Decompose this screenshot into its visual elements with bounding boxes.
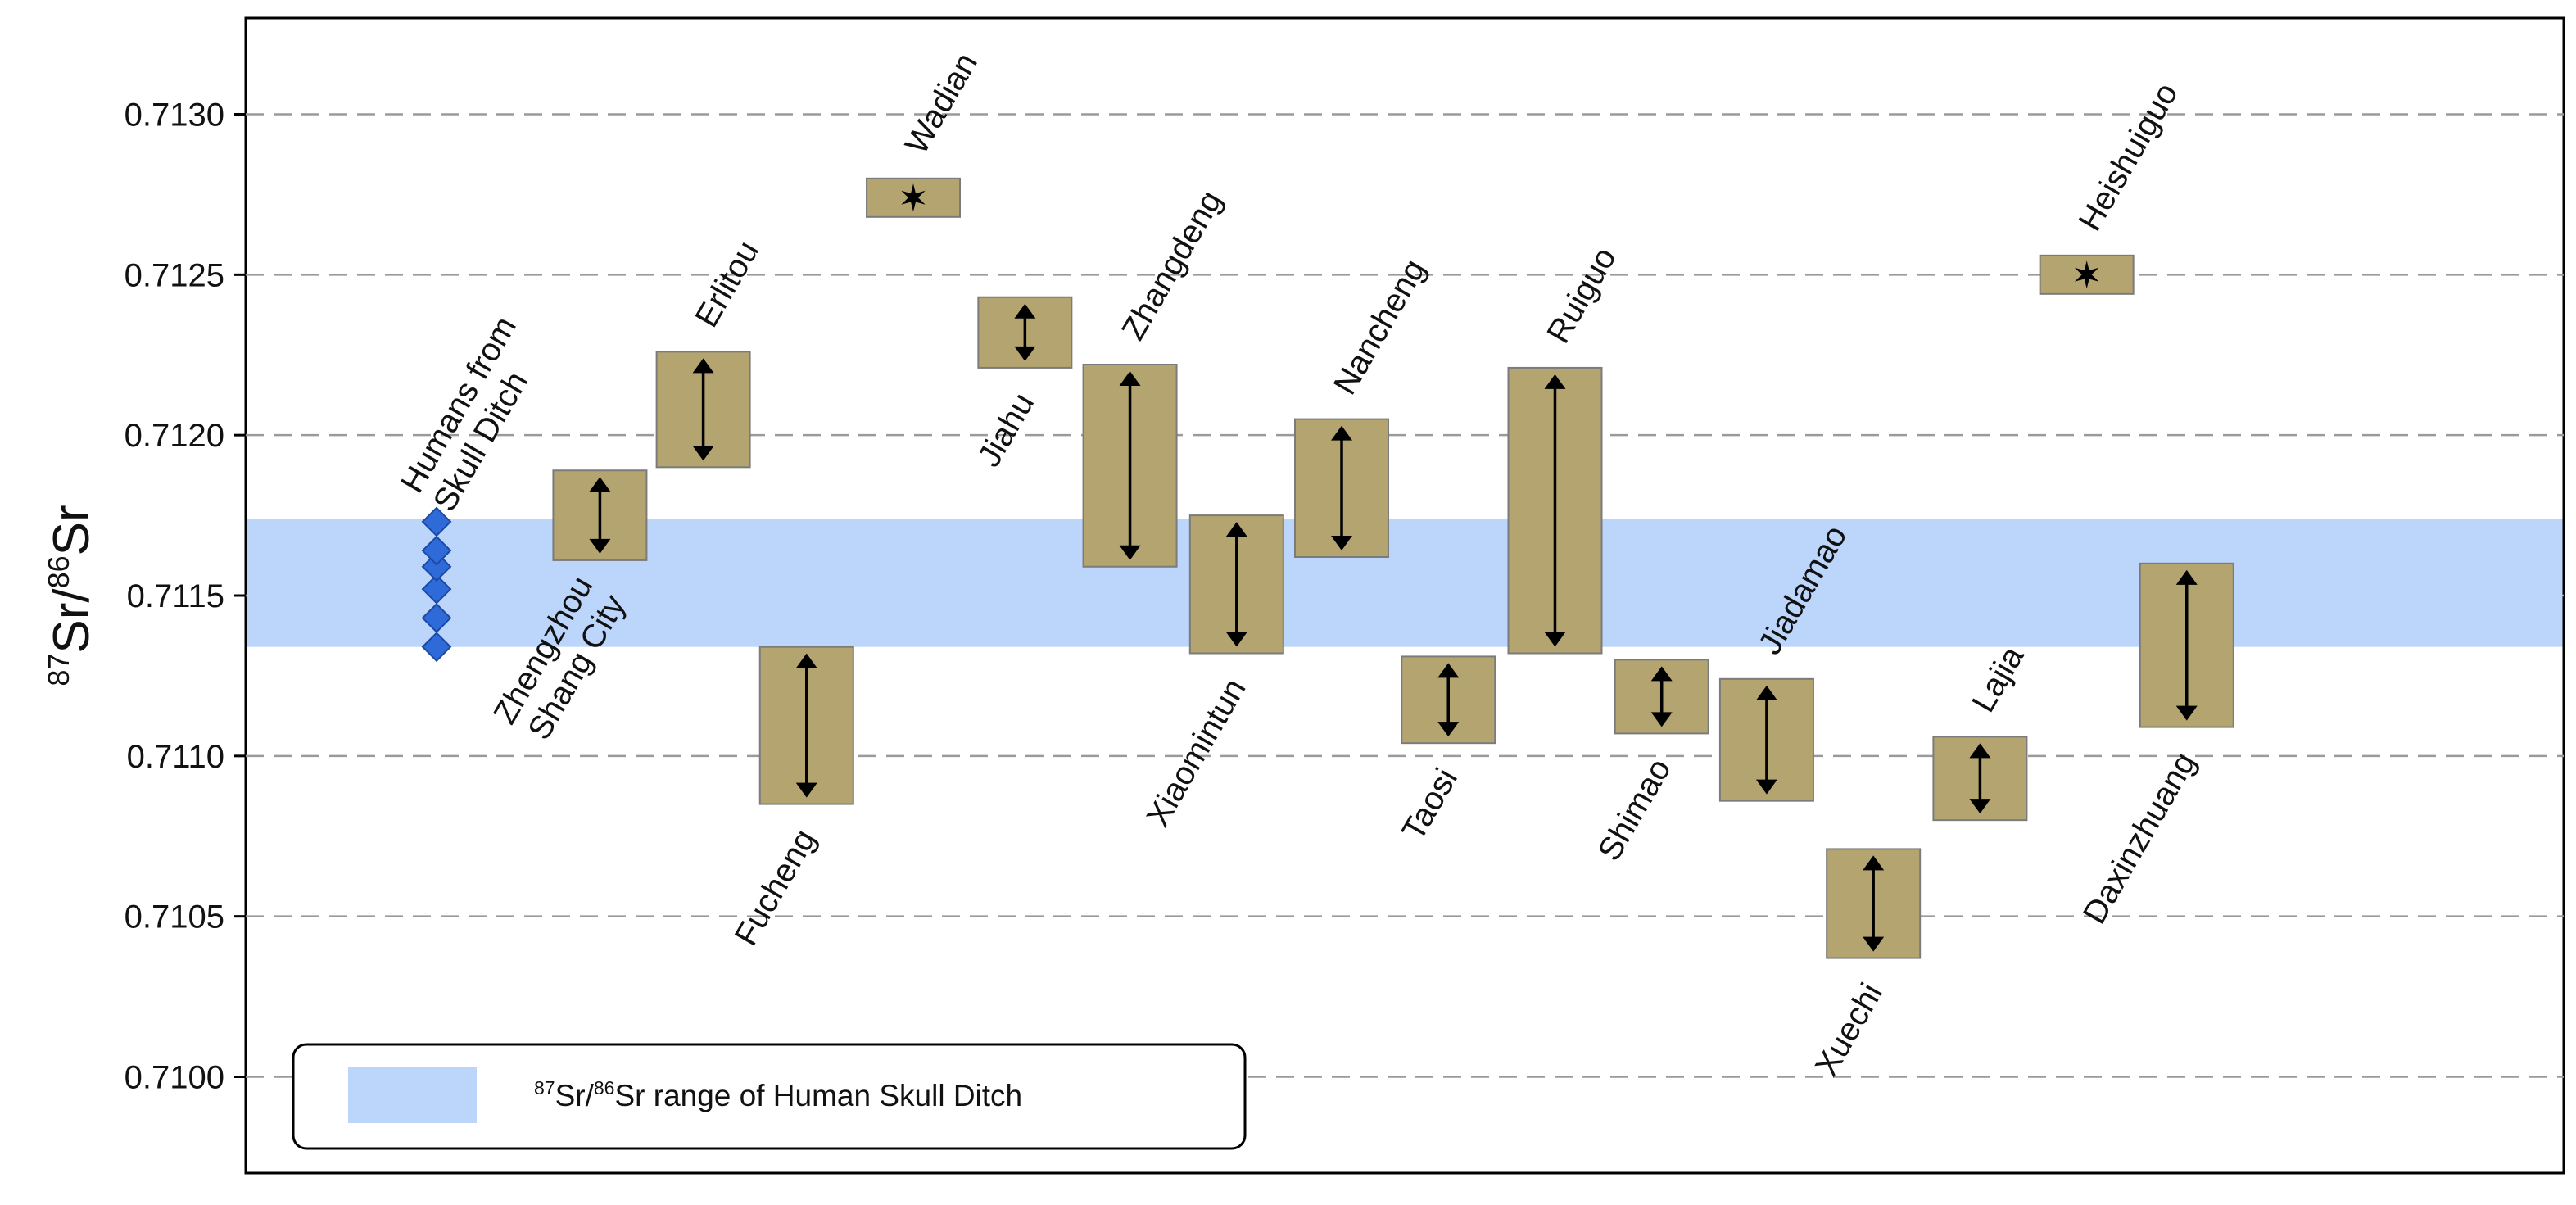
range-arrow-head-up: [1650, 666, 1673, 682]
legend-sep: /: [586, 1079, 595, 1112]
legend-swatch: [348, 1067, 477, 1123]
range-arrow-head-up: [795, 653, 817, 668]
range-arrow-head-down: [795, 782, 817, 798]
legend-box: [292, 1043, 1247, 1150]
site-bar-nancheng: [1294, 418, 1390, 559]
y-tick-label: 0.7105: [124, 899, 224, 935]
human-point: [421, 506, 452, 537]
range-arrow-head-up: [1437, 663, 1460, 678]
legend-iso1: 87: [534, 1077, 555, 1099]
site-bar-xuechi: [1826, 848, 1922, 959]
human-point: [421, 535, 452, 566]
human-point: [421, 551, 452, 582]
y-axis-title-sep: /: [43, 588, 100, 603]
y-tick-label: 0.7115: [127, 578, 224, 614]
range-arrow-head-down: [1544, 632, 1566, 647]
human-point: [421, 603, 452, 633]
range-arrow-head-down: [1863, 936, 1885, 952]
site-bar-heishuiguo: [2039, 254, 2135, 295]
range-arrow-head-up: [1755, 685, 1777, 700]
site-bar-wadian: [866, 177, 962, 218]
range-arrow-head-down: [1331, 536, 1353, 550]
site-bar-jiadamao: [1718, 677, 1814, 802]
range-arrow-head-up: [1119, 371, 1141, 386]
y-axis-title-iso1: 87: [42, 654, 75, 686]
site-bar-erlitou: [655, 351, 751, 469]
y-axis-title-iso2: 86: [42, 555, 75, 588]
human-point: [421, 573, 452, 605]
human-points: [421, 506, 452, 663]
range-arrow-head-up: [692, 358, 714, 374]
legend-el1: Sr: [555, 1079, 586, 1112]
legend: 87Sr/86Sr range of Human Skull Ditch: [292, 1043, 1247, 1150]
range-arrow-head-down: [1119, 545, 1141, 560]
range-arrow-head-up: [1014, 303, 1036, 319]
y-tick-label: 0.7110: [127, 739, 224, 775]
site-bar-daxinzhuang: [2139, 562, 2234, 728]
site-range-bars: [552, 177, 2234, 959]
legend-iso2: 86: [594, 1077, 615, 1099]
range-arrow-head-down: [1969, 799, 1991, 814]
site-bar-jiahu: [977, 296, 1073, 369]
legend-text: Sr range of Human Skull Ditch: [614, 1079, 1022, 1112]
y-tick-label: 0.7120: [124, 418, 224, 454]
site-bar-lajia: [1932, 736, 2028, 822]
y-axis-title: 87Sr/86Sr: [42, 505, 100, 686]
site-bar-fucheng: [758, 646, 854, 805]
range-arrow-head-down: [1014, 346, 1036, 361]
legend-label: 87Sr/86Sr range of Human Skull Ditch: [534, 1077, 1022, 1112]
site-bar-xiaomintun: [1188, 514, 1284, 655]
range-arrow-head-up: [1225, 522, 1247, 537]
range-arrow-head-up: [1544, 374, 1566, 389]
y-axis-title-el2: Sr: [43, 505, 100, 555]
y-axis-title-el1: Sr: [43, 603, 100, 654]
y-axis: 0.7100 0.7105 0.7110 0.7115 0.7120 0.7125 0.71…: [124, 97, 246, 1096]
y-tick-label: 0.7125: [124, 257, 224, 293]
site-bar-zhengzhou-shang-city: [552, 469, 648, 561]
y-tick-label: 0.7130: [124, 97, 224, 134]
range-arrow-head-down: [1437, 722, 1460, 737]
human-point: [421, 632, 452, 663]
range-arrow-head-down: [1755, 779, 1777, 795]
range-arrow-head-up: [1969, 743, 1991, 759]
site-bar-zhangdeng: [1082, 364, 1178, 568]
single-value-marker: [901, 183, 926, 212]
range-arrow-head-down: [1650, 712, 1673, 727]
range-arrow-head-up: [2175, 569, 2198, 585]
range-arrow-head-down: [692, 446, 714, 461]
site-bar-taosi: [1401, 655, 1496, 745]
range-arrow-head-up: [1331, 425, 1353, 441]
range-arrow-head-up: [589, 477, 611, 492]
range-arrow-head-down: [2175, 705, 2198, 721]
range-arrow-head-down: [1225, 632, 1247, 647]
range-arrow-head-up: [1863, 855, 1885, 871]
single-value-marker: [2074, 260, 2099, 289]
site-bar-shimao: [1614, 659, 1709, 735]
site-bar-ruiguo: [1507, 366, 1603, 655]
y-tick-label: 0.7100: [124, 1060, 224, 1096]
range-arrow-head-down: [589, 538, 611, 554]
